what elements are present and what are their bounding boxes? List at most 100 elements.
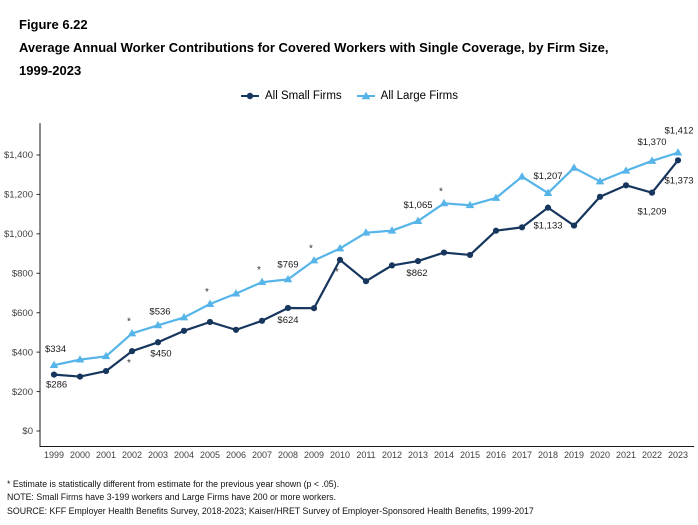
data-label: $769: [277, 259, 298, 270]
data-label: $1,370: [637, 137, 666, 148]
small-firms-marker-icon: [241, 92, 259, 100]
data-label: $1,133: [533, 221, 562, 232]
svg-text:2010: 2010: [330, 450, 350, 460]
data-point: [336, 256, 344, 263]
data-point: [570, 222, 578, 229]
data-point: [517, 172, 527, 180]
svg-text:2018: 2018: [538, 450, 558, 460]
svg-text:$1,400: $1,400: [4, 150, 33, 161]
svg-text:$200: $200: [12, 387, 33, 398]
data-point: [258, 317, 266, 324]
svg-text:1999: 1999: [44, 450, 64, 460]
data-point: [231, 289, 241, 297]
data-point: [439, 198, 449, 207]
svg-text:2019: 2019: [564, 450, 584, 460]
data-point: [413, 216, 423, 224]
svg-text:$0: $0: [22, 426, 33, 437]
data-point: [595, 177, 605, 185]
data-label: $862: [406, 268, 427, 279]
svg-text:2015: 2015: [460, 450, 480, 460]
svg-text:2016: 2016: [486, 450, 506, 460]
significance-asterisk: *: [205, 287, 209, 298]
significance-asterisk: *: [439, 186, 443, 197]
data-label: $334: [45, 344, 66, 355]
svg-text:2004: 2004: [174, 450, 194, 460]
svg-text:2023: 2023: [668, 450, 688, 460]
svg-text:2017: 2017: [512, 450, 532, 460]
data-label: $1,209: [637, 207, 666, 218]
title-block: Figure 6.22 Average Annual Worker Contri…: [19, 13, 659, 82]
data-label: $624: [277, 315, 298, 326]
svg-text:$1,000: $1,000: [4, 229, 33, 240]
footnote-source: SOURCE: KFF Employer Health Benefits Sur…: [7, 505, 534, 516]
svg-text:2006: 2006: [226, 450, 246, 460]
data-point: [127, 329, 137, 337]
data-point: [205, 299, 215, 307]
footnote-note: NOTE: Small Firms have 3-199 workers and…: [7, 492, 337, 503]
series-line: [52, 159, 680, 378]
data-point: [335, 244, 345, 252]
data-point: [76, 373, 84, 380]
data-point: [544, 204, 552, 211]
data-point: [75, 355, 85, 363]
data-point: [440, 249, 448, 256]
footnote-significance: * Estimate is statistically different fr…: [7, 479, 340, 489]
data-point: [569, 163, 579, 171]
data-point: [596, 193, 604, 200]
data-point: [621, 166, 631, 174]
data-point: [180, 327, 188, 334]
data-point: [674, 157, 682, 164]
data-point: [232, 326, 240, 333]
data-point: [492, 227, 500, 234]
svg-text:2012: 2012: [382, 450, 402, 460]
data-point: [648, 189, 656, 196]
data-point: [387, 226, 397, 234]
svg-text:2020: 2020: [590, 450, 610, 460]
significance-asterisk: *: [335, 267, 339, 278]
data-point: [543, 188, 553, 196]
svg-text:2014: 2014: [434, 450, 454, 460]
legend-item: All Small Firms: [240, 90, 342, 102]
data-label: $1,412: [664, 126, 693, 137]
svg-text:2022: 2022: [642, 450, 662, 460]
data-point: [257, 277, 267, 286]
figure-title: Average Annual Worker Contributions for …: [19, 40, 609, 78]
data-point: [179, 313, 189, 321]
data-point: [622, 182, 630, 189]
data-label: $1,373: [664, 175, 693, 186]
data-label: $286: [46, 380, 67, 391]
data-point: [362, 278, 370, 285]
data-point: [309, 256, 319, 264]
data-point: [491, 193, 501, 201]
large-firms-marker-icon: [356, 91, 375, 100]
data-point: [388, 262, 396, 269]
data-point: [50, 371, 58, 378]
figure-number: Figure 6.22: [19, 17, 88, 32]
data-point: [101, 351, 111, 360]
svg-text:2002: 2002: [122, 450, 142, 460]
data-point: [518, 224, 526, 231]
series-line: [52, 151, 680, 367]
data-label: $536: [149, 306, 170, 317]
svg-text:$1,200: $1,200: [4, 190, 33, 201]
svg-text:2021: 2021: [616, 450, 636, 460]
svg-text:2007: 2007: [252, 450, 272, 460]
footnotes: * Estimate is statistically different fr…: [7, 478, 534, 518]
data-point: [284, 304, 292, 312]
svg-text:2009: 2009: [304, 450, 324, 460]
legend-label: All Large Firms: [380, 90, 458, 102]
data-label: $1,207: [533, 171, 562, 182]
significance-asterisk: *: [127, 358, 131, 369]
svg-text:$600: $600: [12, 308, 33, 319]
svg-text:2005: 2005: [200, 450, 220, 460]
svg-text:2000: 2000: [70, 450, 90, 460]
svg-text:2001: 2001: [96, 450, 116, 460]
data-point: [283, 274, 293, 283]
svg-text:$800: $800: [12, 268, 33, 279]
significance-asterisk: *: [257, 265, 261, 276]
data-point: [49, 360, 59, 369]
data-point: [414, 257, 422, 265]
svg-text:$400: $400: [12, 347, 33, 358]
